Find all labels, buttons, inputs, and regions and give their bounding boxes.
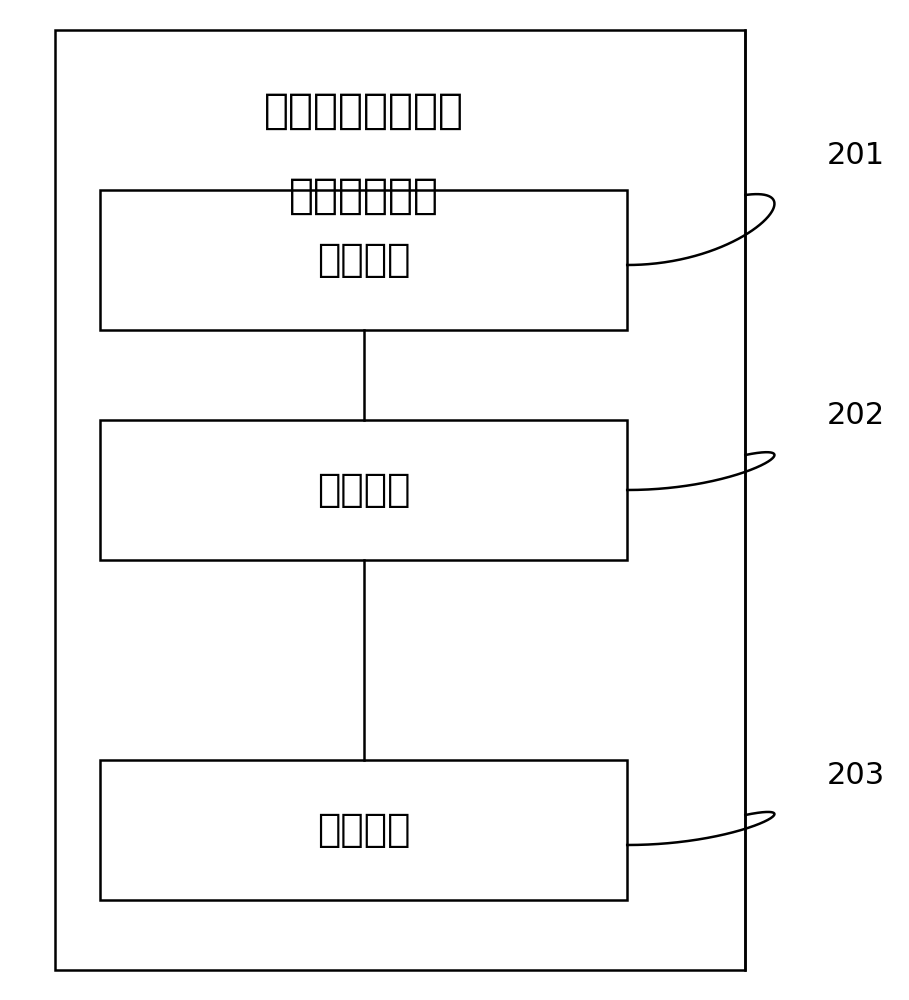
Text: 203: 203 [827,760,885,790]
Text: 202: 202 [827,400,885,430]
Bar [100,420,627,560]
Bar [100,190,627,330]
Text: 调整模块: 调整模块 [317,811,410,849]
Bar [55,30,745,970]
Text: 计算模块: 计算模块 [317,471,410,509]
Text: 化工流程气体的含: 化工流程气体的含 [264,90,464,132]
Bar [100,760,627,900]
Text: 201: 201 [827,140,885,169]
Text: 氧量调节装置: 氧量调节装置 [288,175,439,217]
Text: 获取模块: 获取模块 [317,241,410,279]
